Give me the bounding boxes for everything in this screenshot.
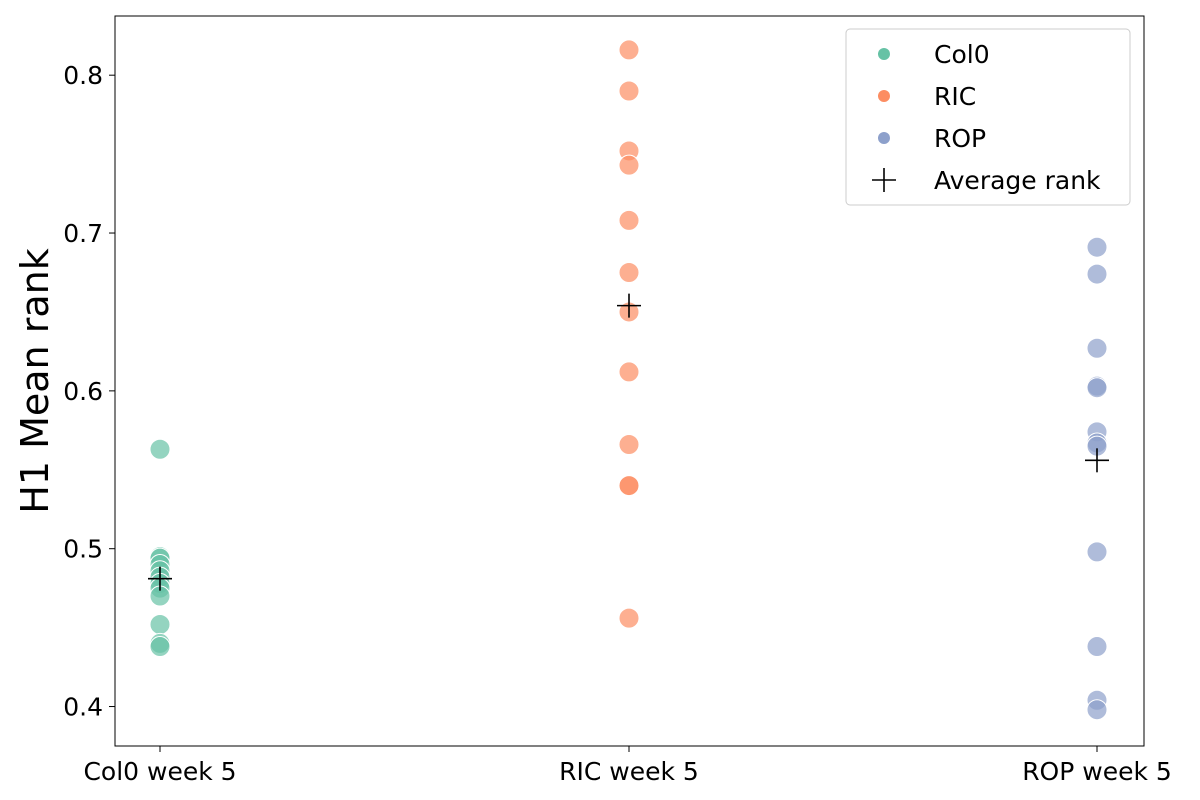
legend: Col0 RIC ROP Average rank	[845, 28, 1131, 206]
point-ric-5	[618, 261, 640, 283]
legend-marker-1	[878, 90, 890, 102]
legend-marker-0	[878, 48, 890, 60]
y-tick-label-1: 0.5	[63, 535, 103, 564]
point-rop-8	[1086, 541, 1108, 563]
point-rop-9	[1086, 636, 1108, 658]
legend-label-2: ROP	[934, 124, 986, 153]
legend-frame	[845, 28, 1131, 206]
point-ric-11	[618, 607, 640, 629]
x-tick-label-0: Col0 week 5	[83, 757, 236, 786]
y-tick-label-2: 0.6	[63, 377, 103, 406]
point-rop-2	[1086, 337, 1108, 359]
x-tick-label-2: ROP week 5	[1022, 757, 1172, 786]
legend-entry-1: RIC	[878, 82, 976, 111]
point-ric-1	[618, 80, 640, 102]
legend-entry-3: Average rank	[872, 166, 1101, 195]
point-ric-8	[618, 434, 640, 456]
point-rop-1	[1086, 263, 1108, 285]
point-rop-11	[1086, 699, 1108, 721]
legend-marker-3	[872, 168, 896, 192]
y-axis-title: H1 Mean rank	[13, 248, 57, 513]
point-ric-3	[618, 154, 640, 176]
legend-label-3: Average rank	[934, 166, 1101, 195]
average-marker-0	[148, 566, 172, 591]
x-tick-label-1: RIC week 5	[559, 757, 699, 786]
legend-entry-0: Col0	[878, 40, 990, 69]
x-axis: Col0 week 5 RIC week 5 ROP week 5	[83, 746, 1172, 786]
average-markers-layer	[148, 293, 1109, 591]
point-col0-9	[149, 613, 171, 635]
y-tick-label-0: 0.4	[63, 693, 103, 722]
points-layer	[149, 39, 1108, 721]
point-rop-4	[1086, 377, 1108, 399]
y-tick-label-3: 0.7	[63, 219, 103, 248]
point-ric-7	[618, 361, 640, 383]
point-ric-0	[618, 39, 640, 61]
legend-marker-2	[878, 132, 890, 144]
point-col0-0	[149, 438, 171, 460]
point-col0-11	[149, 636, 171, 658]
point-ric-4	[618, 209, 640, 231]
legend-label-0: Col0	[934, 40, 990, 69]
average-marker-1	[617, 293, 641, 318]
legend-label-1: RIC	[934, 82, 976, 111]
legend-entry-2: ROP	[878, 124, 986, 153]
y-tick-label-4: 0.8	[63, 61, 103, 90]
y-axis: 0.4 0.5 0.6 0.7 0.8	[63, 61, 115, 722]
average-marker-2	[1085, 448, 1109, 473]
point-rop-0	[1086, 236, 1108, 258]
point-ric-10	[618, 475, 640, 497]
